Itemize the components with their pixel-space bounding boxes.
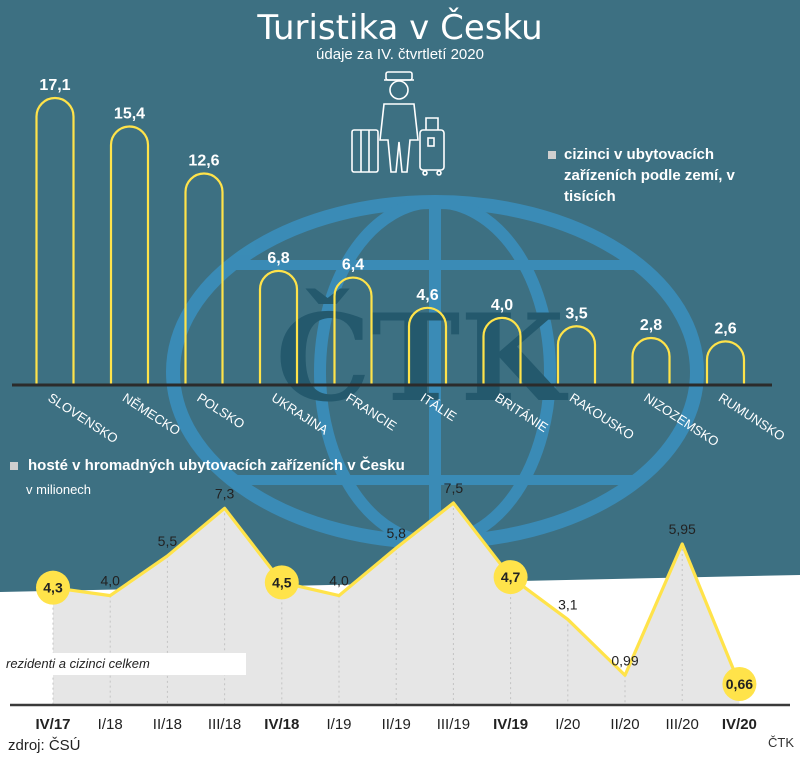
bar-value-label: 6,4 <box>342 257 364 274</box>
area-value-label: 5,95 <box>669 521 696 537</box>
chart-subtitle: údaje za IV. čtvrtletí 2020 <box>316 46 484 63</box>
area-value-label: 5,8 <box>386 525 406 541</box>
bar-value-label: 4,6 <box>416 287 438 304</box>
area-tick-label: I/18 <box>98 716 123 733</box>
legend-area-label: hosté v hromadných ubytovacích zařízeníc… <box>28 457 405 474</box>
area-tick-label: III/18 <box>208 716 241 733</box>
bar-value-label: 15,4 <box>114 106 145 123</box>
area-unit-label: v milionech <box>26 482 92 497</box>
area-value-label: 4,7 <box>501 569 521 585</box>
bar-category-label: SLOVENSKO <box>45 390 120 446</box>
bar-británie <box>482 316 522 385</box>
bar-německo <box>109 125 150 385</box>
source-note: zdroj: ČSÚ <box>8 737 81 754</box>
area-value-label: 0,66 <box>726 676 753 692</box>
bar-value-label: 2,6 <box>714 320 736 337</box>
bar-category-label: RAKOUSKO <box>567 390 637 443</box>
highlight-marker <box>36 570 70 605</box>
bar-category-label: RUMUNSKO <box>716 390 788 444</box>
area-value-label: 4,3 <box>43 580 63 596</box>
area-tick-label: II/19 <box>382 716 411 733</box>
area-value-label: 4,0 <box>329 573 349 589</box>
tourist-with-luggage-icon <box>351 71 445 176</box>
area-series-label: rezidenti a cizinci celkem <box>0 653 246 675</box>
area-value-label: 3,1 <box>558 596 578 612</box>
chart-title: Turistika v Česku <box>257 8 543 48</box>
area-tick-label: I/20 <box>555 716 580 733</box>
bar-rakousko <box>556 325 597 385</box>
area-value-label: 7,5 <box>444 480 464 496</box>
bar-value-label: 2,8 <box>640 317 662 334</box>
highlight-marker <box>722 667 757 701</box>
area-tick-label: IV/17 <box>35 716 70 733</box>
credit-note: ČTK <box>768 735 794 750</box>
area-value-label: 0,99 <box>611 652 638 668</box>
bar-category-label: POLSKO <box>194 390 247 432</box>
legend-bar-chart: cizinci v ubytovacích zařízeních podle z… <box>548 144 788 207</box>
bar-value-label: 17,1 <box>39 77 70 94</box>
bar-slovensko <box>35 96 75 385</box>
highlight-marker <box>264 565 299 600</box>
bar-value-label: 4,0 <box>491 297 513 314</box>
legend-area-chart: hosté v hromadných ubytovacích zařízeníc… <box>10 457 405 474</box>
area-tick-label: I/19 <box>326 716 351 733</box>
area-tick-label: IV/19 <box>493 716 528 733</box>
area-value-label: 7,3 <box>215 485 235 501</box>
area-tick-label: II/20 <box>610 716 639 733</box>
area-line <box>52 501 741 685</box>
area-value-label: 4,5 <box>272 574 292 590</box>
bar-value-label: 3,5 <box>565 305 587 322</box>
bar-itálie <box>407 306 448 385</box>
area-tick-label: III/20 <box>666 716 699 733</box>
area-chart-guests: 4,3 IV/17 4,0 I/18 5,5 II/18 7,3 III/18 4,5 IV/18… <box>10 480 790 733</box>
bar-polsko <box>184 172 224 385</box>
area-tick-label: III/19 <box>437 716 470 733</box>
area-value-label: 5,5 <box>158 533 178 549</box>
area-value-label: 4,0 <box>100 573 120 589</box>
bar-francie <box>333 276 373 385</box>
highlight-marker <box>493 560 528 595</box>
bar-value-label: 12,6 <box>188 153 219 170</box>
legend-marker <box>10 462 18 471</box>
bar-rumunsko <box>705 340 746 385</box>
legend-bar-label: cizinci v ubytovacích zařízeních podle z… <box>564 146 735 205</box>
ctk-watermark-logo: ČTK <box>166 195 704 549</box>
area-tick-label: IV/18 <box>264 716 299 733</box>
bar-nizozemsko <box>631 336 671 385</box>
area-tick-label: IV/20 <box>722 716 757 733</box>
area-tick-label: II/18 <box>153 716 182 733</box>
legend-marker <box>548 151 556 160</box>
bar-value-label: 6,8 <box>267 250 289 267</box>
bar-ukrajina <box>258 269 299 385</box>
